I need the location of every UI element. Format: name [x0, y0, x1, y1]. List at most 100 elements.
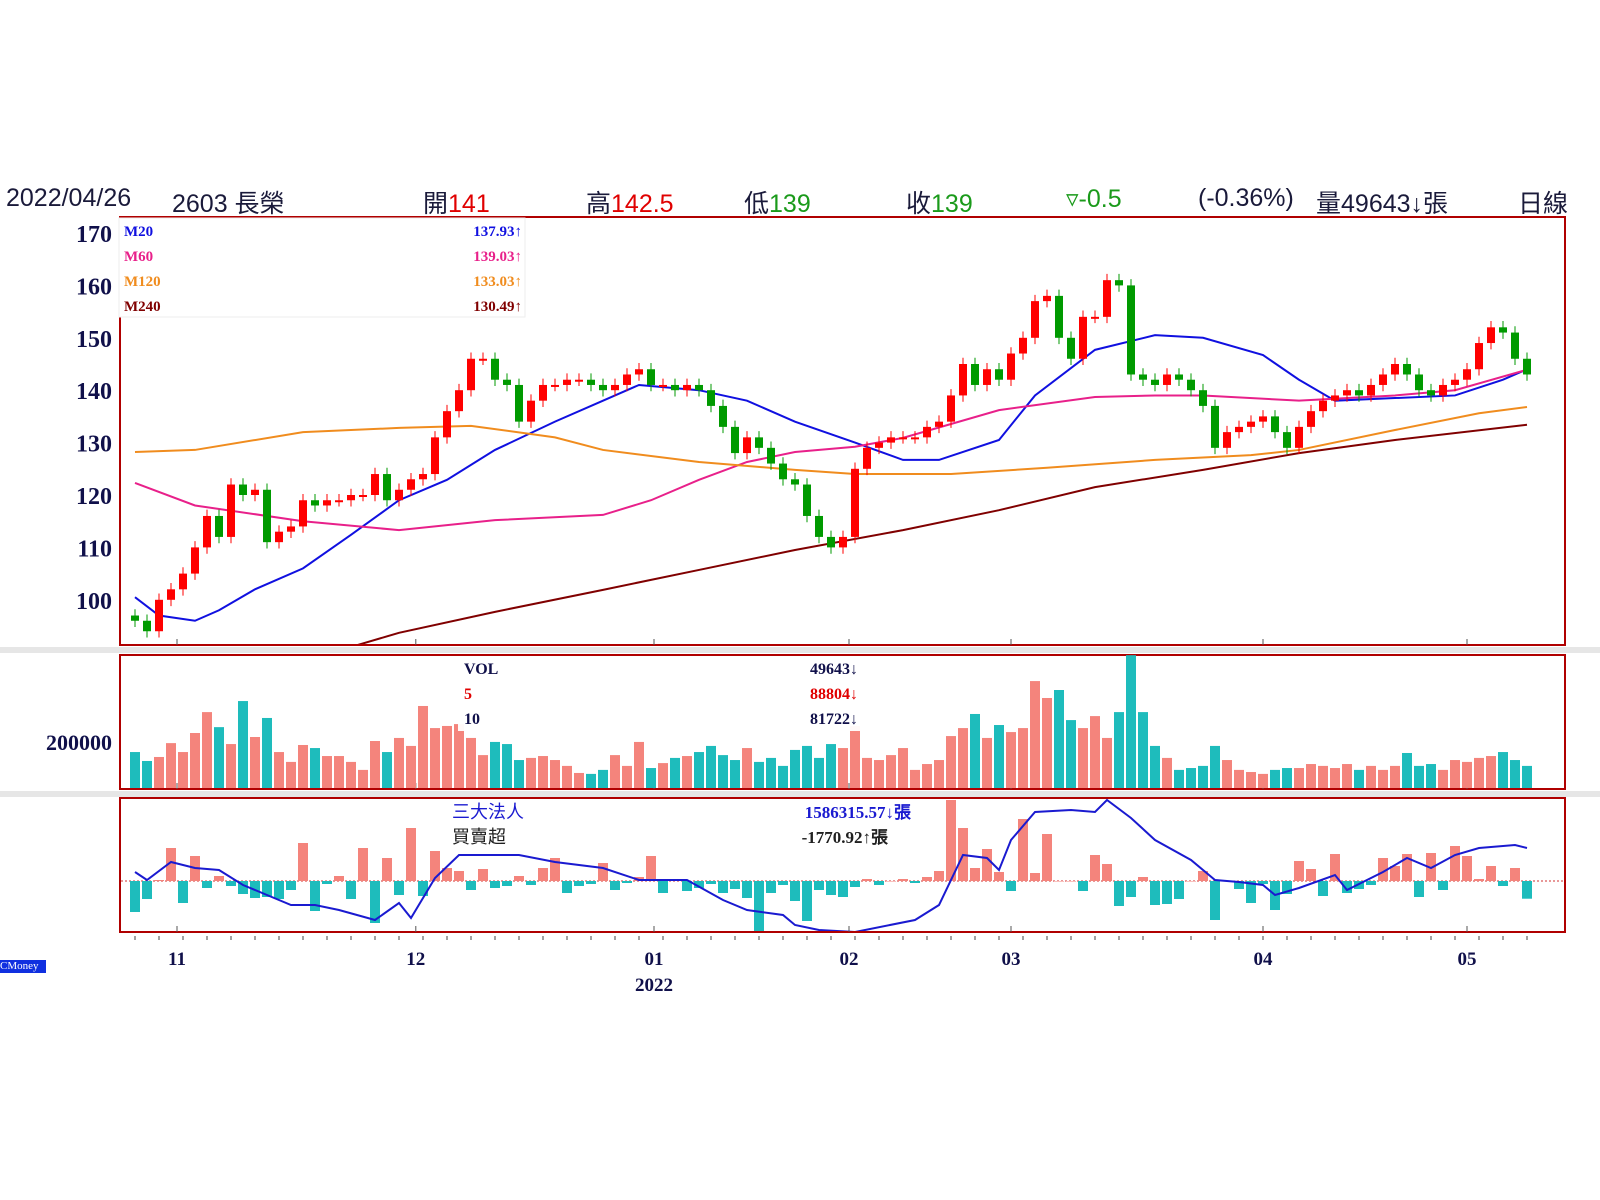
- volume-bars: [130, 655, 1532, 788]
- volume-bar: [898, 748, 908, 788]
- net-buy-sell-bar: [778, 881, 788, 885]
- volume-bar: [1258, 773, 1268, 788]
- candle-body: [1403, 364, 1411, 375]
- candle-body: [1139, 374, 1147, 380]
- volume-bar: [1438, 769, 1448, 788]
- volume-bar: [1378, 769, 1388, 788]
- institutional-legend: 三大法人 1586315.57↓張 買賣超 -1770.92↑張: [448, 799, 913, 849]
- candle-body: [443, 411, 451, 438]
- net-buy-sell-bar: [706, 881, 716, 884]
- volume-bar: [1474, 757, 1484, 788]
- candle-body: [1091, 316, 1099, 319]
- candle-body: [1307, 411, 1315, 427]
- volume-bar: [190, 733, 200, 788]
- candle-body: [323, 500, 331, 506]
- net-buy-sell-bar: [1438, 881, 1448, 890]
- price-change: ▿-0.5: [1066, 185, 1122, 213]
- net-buy-sell-bar: [1138, 877, 1148, 881]
- volume-bar: [166, 743, 176, 788]
- volume-bar: [1234, 769, 1244, 788]
- net-buy-sell-bar: [1090, 855, 1100, 881]
- volume-bar: [1078, 728, 1088, 788]
- volume-bar: [934, 760, 944, 788]
- net-buy-sell-bar: [982, 849, 992, 881]
- net-buy-sell-bar: [202, 881, 212, 888]
- volume-bar: [742, 748, 752, 788]
- candle-body: [407, 479, 415, 490]
- net-buy-sell-bar: [1522, 881, 1532, 899]
- candle-body: [731, 426, 739, 454]
- candle-body: [215, 515, 223, 537]
- candle-body: [635, 369, 643, 375]
- candle-body: [1019, 337, 1027, 354]
- volume-bar: [886, 755, 896, 788]
- candle-body: [899, 437, 907, 440]
- candle-body: [971, 364, 979, 385]
- volume-bar: [202, 712, 212, 788]
- open-label: 開: [423, 190, 449, 218]
- candle-body: [191, 547, 199, 574]
- month-label: 03: [1002, 949, 1021, 970]
- net-buy-sell-bar: [1006, 881, 1016, 891]
- volume-bar: [1042, 697, 1052, 788]
- candle-body: [1187, 379, 1195, 391]
- volume-bar: [994, 725, 1004, 788]
- low-value: 139: [769, 190, 811, 218]
- net-buy-sell-bar: [1042, 834, 1052, 881]
- close-price: 收139: [906, 184, 973, 220]
- vol-legend-name: 5: [464, 686, 472, 703]
- volume-bar: [526, 757, 536, 788]
- net-buy-sell-bar: [1414, 881, 1424, 897]
- net-buy-sell-bar: [130, 881, 140, 912]
- low-label: 低: [744, 190, 770, 218]
- candle-body: [311, 500, 319, 506]
- candle-body: [791, 479, 799, 485]
- volume-bar: [1306, 764, 1316, 788]
- candle-body: [1211, 405, 1219, 448]
- volume-bar: [358, 769, 368, 788]
- net-buy-sell-bar: [1402, 854, 1412, 881]
- net-buy-sell-bar: [1234, 881, 1244, 889]
- candle-body: [1427, 390, 1435, 396]
- volume-bar: [922, 764, 932, 788]
- candle-body: [503, 379, 511, 385]
- net-buy-sell-bar: [946, 800, 956, 881]
- period-label[interactable]: 日線: [1518, 190, 1569, 218]
- candle-body: [659, 384, 667, 387]
- net-buy-sell-bar: [550, 858, 560, 881]
- candle-body: [359, 495, 367, 497]
- price-tick-label: 120: [76, 484, 112, 510]
- volume-bar: [958, 728, 968, 788]
- candle-body: [1067, 337, 1075, 359]
- volume-bar: [910, 769, 920, 788]
- candle-body: [1055, 295, 1063, 338]
- net-buy-sell-bar: [1030, 873, 1040, 881]
- ma-legend-name: M120: [124, 274, 161, 290]
- net-buy-sell-bar: [862, 879, 872, 881]
- candle-body: [1523, 358, 1531, 375]
- candle-body: [575, 379, 583, 382]
- candle-body: [1295, 426, 1303, 448]
- net-buy-sell-bar: [466, 881, 476, 890]
- month-label: 12: [406, 949, 425, 970]
- month-label: 11: [168, 949, 186, 970]
- net-buy-sell-bar: [826, 881, 836, 895]
- net-buy-sell-bar: [274, 881, 284, 899]
- ma-line-m120: [134, 405, 1528, 476]
- candle-body: [563, 379, 571, 385]
- volume-bar: [610, 755, 620, 788]
- net-buy-sell-bar: [1342, 881, 1352, 893]
- candle-body: [911, 437, 919, 440]
- volume-bar: [1090, 716, 1100, 788]
- net-buy-sell-bar: [934, 871, 944, 881]
- candle-body: [1355, 390, 1363, 396]
- quote-date: 2022/04/26: [6, 184, 132, 212]
- institutional-holdings-line: [134, 799, 1528, 931]
- candle-body: [275, 531, 283, 543]
- net-buy-sell-bar: [1306, 869, 1316, 881]
- volume-bar: [562, 765, 572, 788]
- net-buy-sell-bar: [646, 856, 656, 881]
- net-buy-sell-bar: [490, 881, 500, 888]
- net-buy-sell-bar: [454, 871, 464, 881]
